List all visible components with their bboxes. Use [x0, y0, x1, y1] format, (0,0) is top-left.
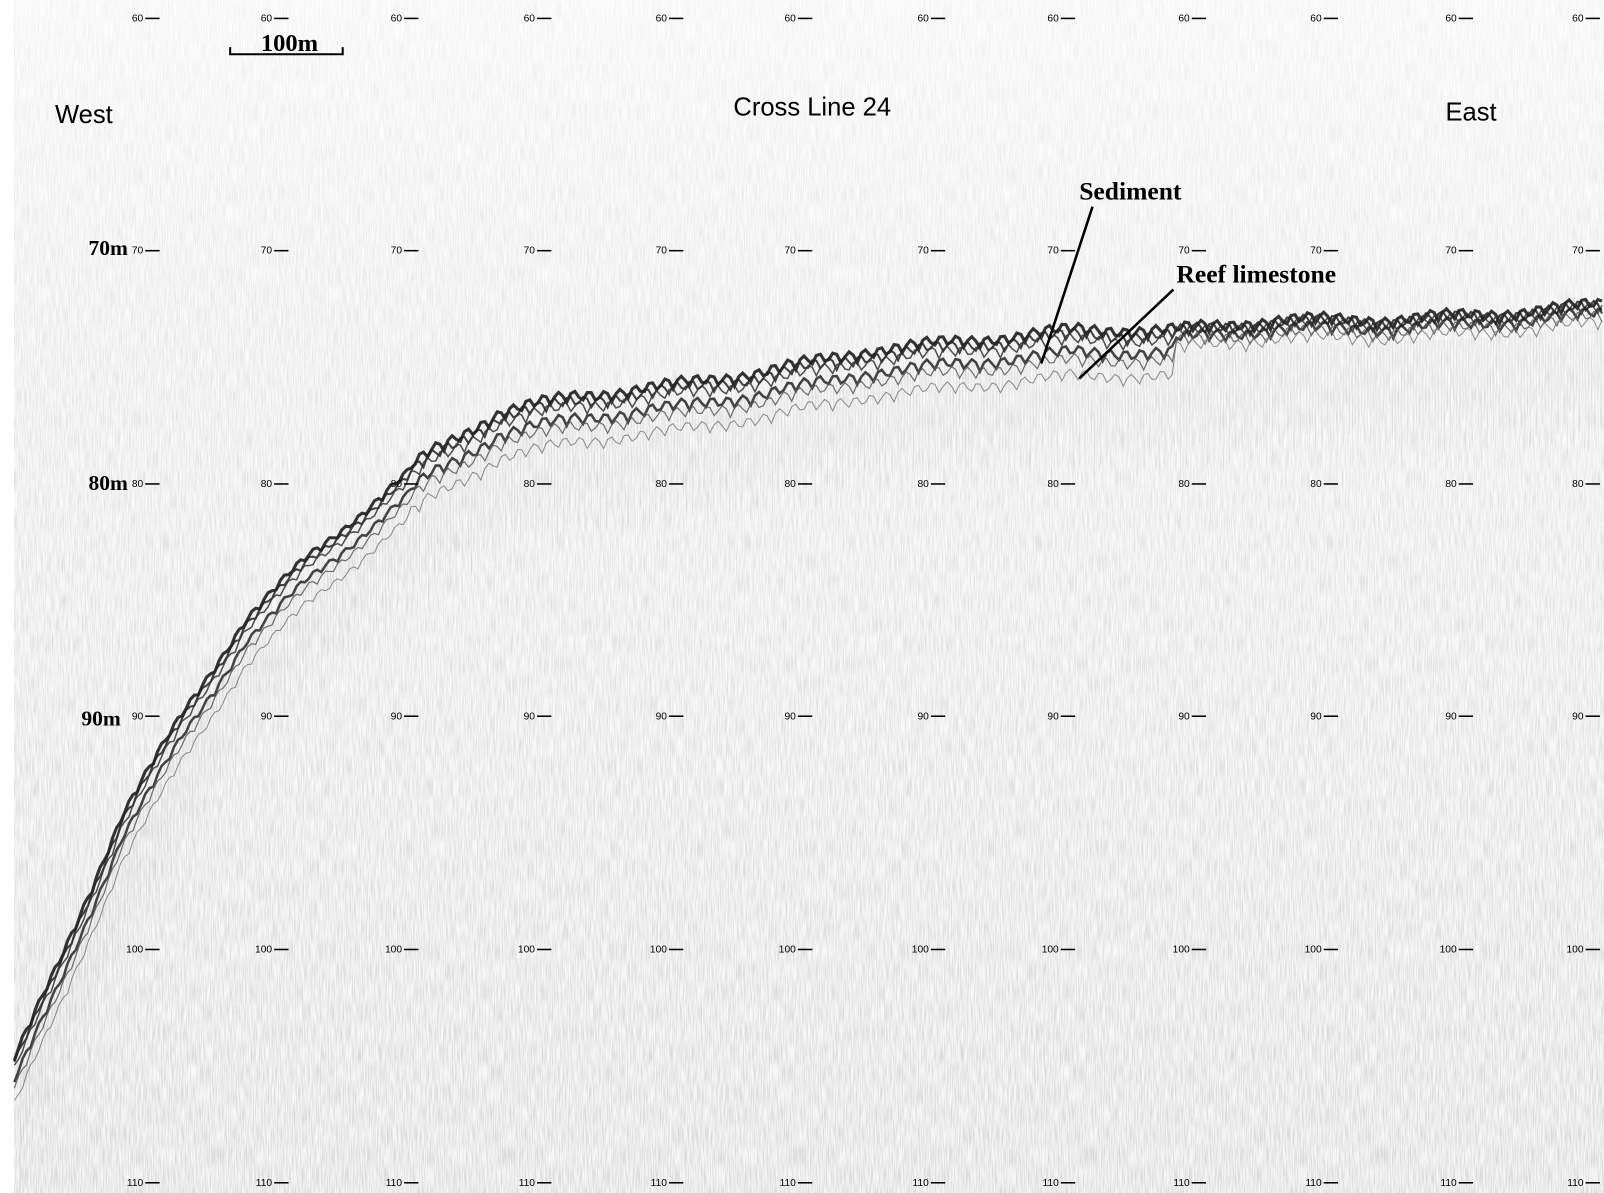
- tick-label: 100: [1173, 945, 1190, 956]
- title: Cross Line 24: [733, 94, 891, 122]
- tick-label: 110: [1042, 1178, 1059, 1189]
- tick-label: 80: [261, 479, 273, 490]
- tick-label: 60: [132, 13, 144, 24]
- tick-label: 70: [1445, 246, 1457, 257]
- tick-label: 100: [255, 945, 272, 956]
- tick-label: 110: [386, 1178, 403, 1189]
- tick-label: 60: [656, 13, 668, 24]
- tick-label: 100: [126, 945, 143, 956]
- tick-label: 100: [518, 945, 535, 956]
- seismic-profile: 60 70 80 90 100 110 60 70 80 90 100 110 60 70 80 90 100 1…: [0, 0, 1604, 1193]
- tick-label: 90: [1310, 711, 1322, 722]
- tick-label: 100: [912, 945, 929, 956]
- tick-label: 70: [1178, 246, 1190, 257]
- page: 60 70 80 90 100 110 60 70 80 90 100 110 60 70 80 90 100 1…: [0, 0, 1604, 1193]
- tick-label: 90: [391, 711, 403, 722]
- fade: [14, 0, 1604, 1193]
- tick-label: 70: [391, 246, 403, 257]
- tick-label: 60: [1178, 13, 1190, 24]
- tick-label: 90: [1572, 711, 1584, 722]
- depth-label: 70m: [89, 236, 128, 260]
- tick-label: 90: [1047, 711, 1059, 722]
- tick-label: 90: [784, 711, 796, 722]
- tick-label: 100: [385, 945, 402, 956]
- tick-label: 100: [1042, 945, 1059, 956]
- tick-label: 110: [127, 1178, 144, 1189]
- tick-label: 80: [1310, 479, 1322, 490]
- tick-label: 60: [1310, 13, 1322, 24]
- tick-label: 70: [917, 246, 929, 257]
- tick-label: 100: [1566, 945, 1583, 956]
- tick-label: 60: [524, 13, 536, 24]
- annotation: Reef limestone: [1176, 259, 1336, 288]
- tick-label: 70: [1572, 246, 1584, 257]
- tick-label: 100: [1440, 945, 1457, 956]
- tick-label: 80: [1047, 479, 1059, 490]
- tick-label: 60: [1445, 13, 1457, 24]
- tick-label: 60: [261, 13, 273, 24]
- tick-label: 70: [656, 246, 668, 257]
- tick-label: 110: [256, 1178, 273, 1189]
- tick-label: 70: [784, 246, 796, 257]
- tick-label: 110: [1305, 1178, 1322, 1189]
- tick-label: 60: [784, 13, 796, 24]
- tick-label: 100: [1305, 945, 1322, 956]
- tick-label: 80: [784, 479, 796, 490]
- tick-label: 60: [1047, 13, 1059, 24]
- tick-label: 110: [913, 1178, 930, 1189]
- tick-label: 70: [524, 246, 536, 257]
- tick-label: 90: [917, 711, 929, 722]
- scale-bar-label: 100m: [261, 30, 319, 57]
- tick-label: 110: [519, 1178, 536, 1189]
- tick-label: 60: [1572, 13, 1584, 24]
- tick-label: 80: [391, 479, 403, 490]
- tick-label: 100: [650, 945, 667, 956]
- tick-label: 80: [1445, 479, 1457, 490]
- depth-label: 80m: [89, 471, 128, 495]
- east-label: East: [1445, 99, 1496, 127]
- tick-label: 100: [779, 945, 796, 956]
- annotation: Sediment: [1079, 177, 1182, 206]
- tick-label: 110: [1440, 1178, 1457, 1189]
- tick-label: 90: [132, 711, 144, 722]
- tick-label: 90: [261, 711, 273, 722]
- tick-label: 80: [524, 479, 536, 490]
- tick-label: 60: [391, 13, 403, 24]
- tick-label: 60: [917, 13, 929, 24]
- tick-label: 90: [1178, 711, 1190, 722]
- west-label: West: [55, 101, 113, 129]
- tick-label: 70: [1310, 246, 1322, 257]
- tick-label: 90: [656, 711, 668, 722]
- tick-label: 70: [1047, 246, 1059, 257]
- tick-label: 90: [524, 711, 536, 722]
- tick-label: 70: [261, 246, 273, 257]
- tick-label: 110: [651, 1178, 668, 1189]
- tick-label: 110: [780, 1178, 797, 1189]
- tick-label: 70: [132, 246, 144, 257]
- tick-label: 110: [1567, 1178, 1584, 1189]
- tick-label: 80: [1178, 479, 1190, 490]
- tick-label: 80: [132, 479, 144, 490]
- tick-label: 110: [1173, 1178, 1190, 1189]
- tick-label: 80: [656, 479, 668, 490]
- depth-label: 90m: [81, 706, 120, 730]
- tick-label: 80: [1572, 479, 1584, 490]
- tick-label: 80: [917, 479, 929, 490]
- tick-label: 90: [1445, 711, 1457, 722]
